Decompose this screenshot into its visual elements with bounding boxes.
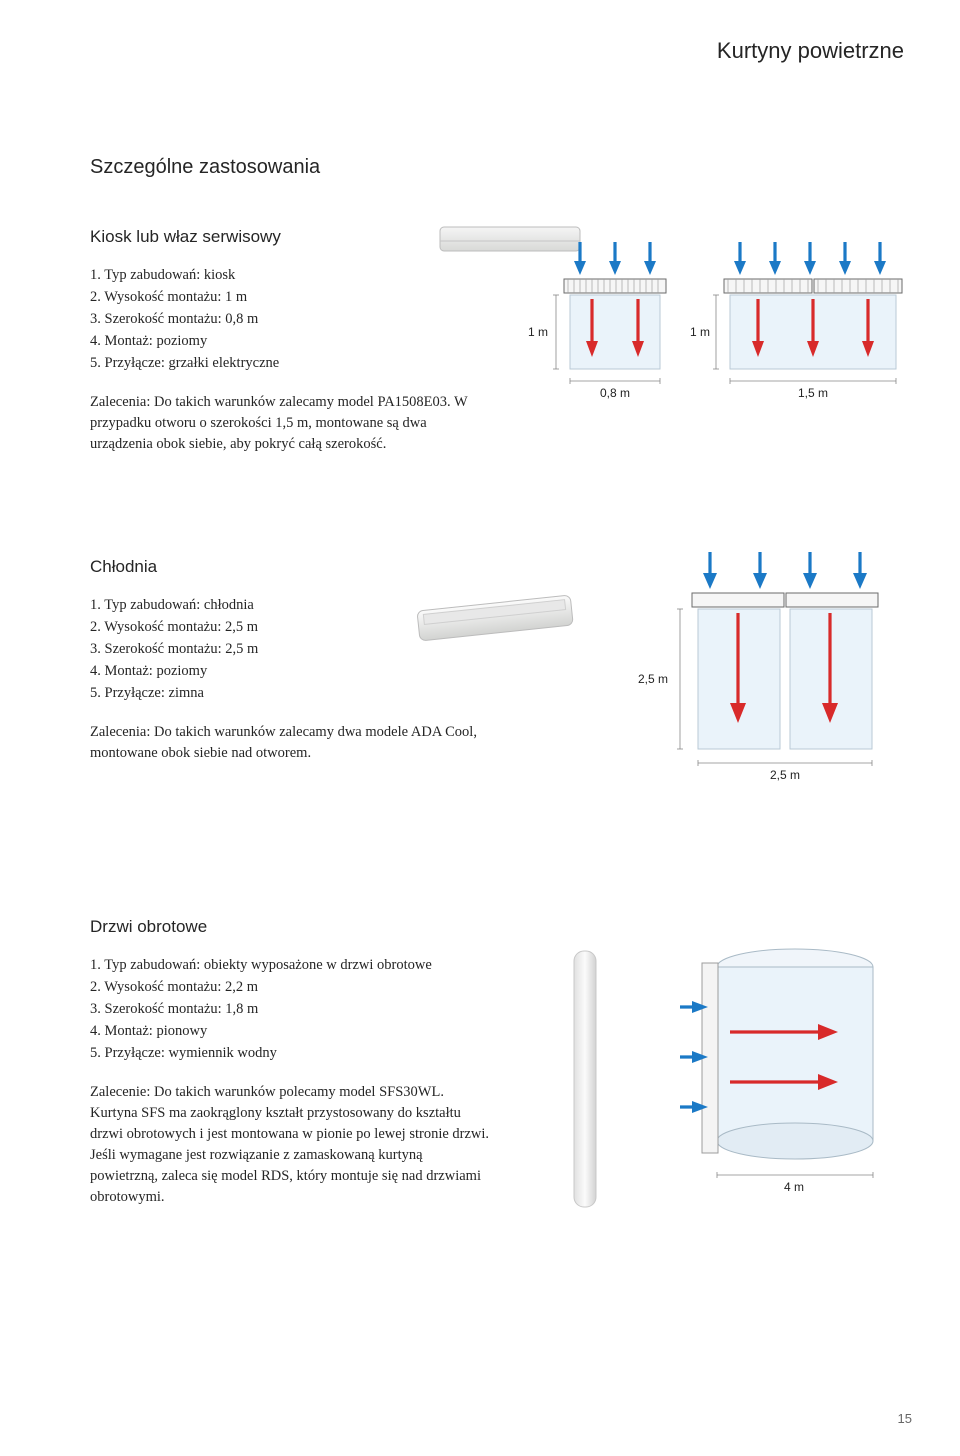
section-kiosk: Kiosk lub właz serwisowy 1. Typ zabudowa… (90, 227, 910, 457)
diagram-drzwi: 4 m (680, 937, 910, 1217)
recommendation-text: Zalecenia: Do takich warunków zalecamy m… (90, 392, 490, 455)
list-item: 4. Montaż: poziomy (90, 661, 490, 682)
diagram-kiosk-double: 1 m 1,5 m (690, 237, 930, 417)
section-title: Chłodnia (90, 557, 490, 577)
list-item: 4. Montaż: poziomy (90, 331, 490, 352)
dim-width-label: 1,5 m (798, 386, 828, 400)
list-item: 3. Szerokość montażu: 1,8 m (90, 999, 490, 1020)
dim-width-label: 4 m (784, 1180, 804, 1194)
page-number: 15 (898, 1411, 912, 1426)
content-area: Szczególne zastosowania Kiosk lub właz s… (90, 156, 910, 1317)
recommendation-text: Zalecenia: Do takich warunków zalecamy d… (90, 722, 490, 764)
diagram-chlodnia: 2,5 m 2,5 m (630, 547, 910, 807)
list-item: 1. Typ zabudowań: obiekty wyposażone w d… (90, 955, 490, 976)
dim-width-label: 0,8 m (600, 386, 630, 400)
section-title: Drzwi obrotowe (90, 917, 490, 937)
list-item: 5. Przyłącze: grzałki elektryczne (90, 353, 490, 374)
list-item: 4. Montaż: pionowy (90, 1021, 490, 1042)
dim-height-label: 1 m (690, 325, 710, 339)
section-chlodnia: Chłodnia 1. Typ zabudowań: chłodnia 2. W… (90, 557, 910, 817)
page-header: Kurtyny powietrzne (717, 38, 904, 64)
section-drzwi: Drzwi obrotowe 1. Typ zabudowań: obiekty… (90, 917, 910, 1217)
list-item: 3. Szerokość montażu: 0,8 m (90, 309, 490, 330)
product-image-drzwi (560, 947, 610, 1217)
list-item: 1. Typ zabudowań: kiosk (90, 265, 490, 286)
spec-list: 1. Typ zabudowań: kiosk 2. Wysokość mont… (90, 265, 490, 374)
dim-width-label: 2,5 m (770, 768, 800, 782)
diagram-kiosk-single: 1 m 0,8 m (520, 237, 690, 417)
list-item: 5. Przyłącze: wymiennik wodny (90, 1043, 490, 1064)
main-title: Szczególne zastosowania (90, 156, 910, 179)
product-image-chlodnia (400, 577, 590, 657)
recommendation-text: Zalecenie: Do takich warunków polecamy m… (90, 1082, 490, 1208)
spec-list: 1. Typ zabudowań: obiekty wyposażone w d… (90, 955, 490, 1064)
dim-height-label: 1 m (528, 325, 548, 339)
dim-height-label: 2,5 m (638, 672, 668, 686)
list-item: 5. Przyłącze: zimna (90, 683, 490, 704)
list-item: 2. Wysokość montażu: 1 m (90, 287, 490, 308)
list-item: 2. Wysokość montażu: 2,2 m (90, 977, 490, 998)
